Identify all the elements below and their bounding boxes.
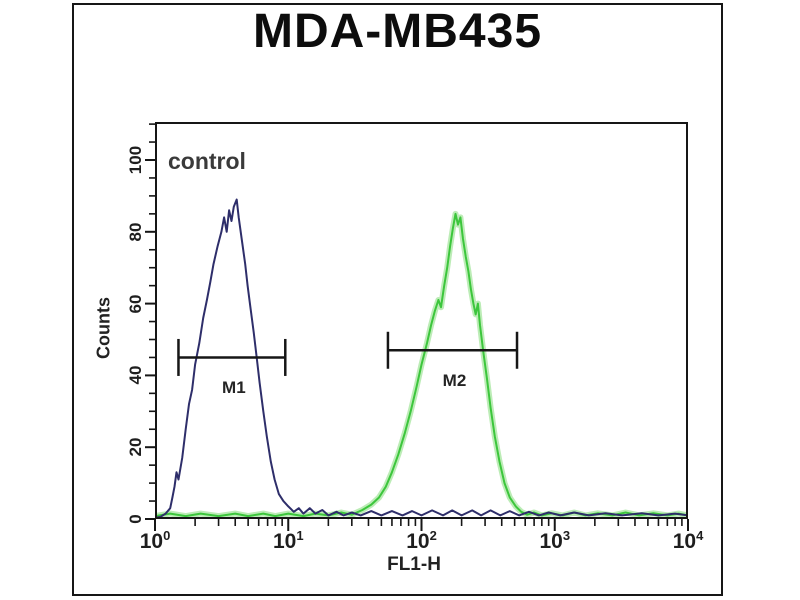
y-tick-label: 80 [126, 222, 145, 242]
x-tick-label: 102 [406, 528, 437, 553]
y-tick-label: 40 [126, 365, 145, 385]
gate-label-m2: M2 [442, 371, 467, 391]
y-axis-label: Counts [93, 297, 114, 359]
x-axis-label: FL1-H [387, 554, 441, 575]
gate-label-m1: M1 [222, 378, 246, 398]
x-tick-label: 101 [272, 528, 304, 553]
y-tick-label: 100 [126, 145, 145, 175]
x-tick-label: 100 [139, 528, 171, 553]
y-tick-label: 20 [126, 437, 145, 457]
x-tick-label: 103 [539, 528, 571, 553]
figure-border-frame [72, 3, 723, 596]
y-tick-label: 60 [126, 294, 145, 314]
x-tick-label: 104 [672, 528, 704, 553]
y-tick-label: 0 [126, 514, 145, 524]
figure-title: MDA-MB435 [252, 5, 543, 58]
control-annotation: control [168, 148, 246, 174]
